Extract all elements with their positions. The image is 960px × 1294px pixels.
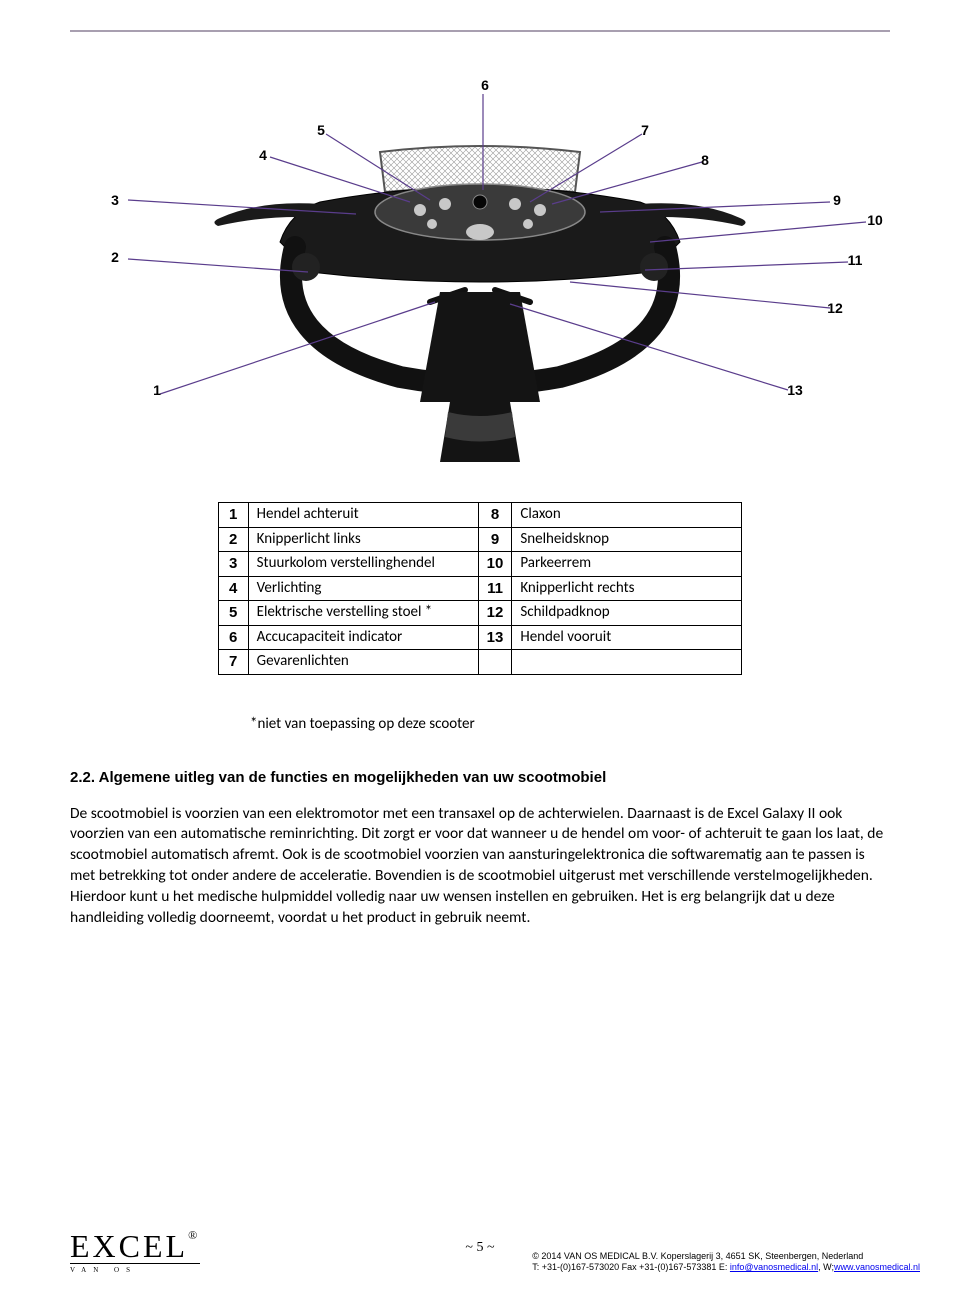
legend-label: Schildpadknop [512,601,742,626]
legend-num: 13 [478,625,512,650]
legend-label [512,650,742,675]
legend-label: Elektrische verstelling stoel * [248,601,478,626]
callout-12: 12 [820,300,850,316]
legend-row: 6Accucapaciteit indicator13Hendel voorui… [218,625,742,650]
footer-line1: © 2014 VAN OS MEDICAL B.V. Koperslagerij… [532,1251,920,1263]
legend-num: 10 [478,552,512,577]
callout-2: 2 [100,249,130,265]
legend-num: 5 [218,601,248,626]
callout-5: 5 [306,122,336,138]
callout-1: 1 [142,382,172,398]
legend-label: Parkeerrem [512,552,742,577]
callout-13: 13 [780,382,810,398]
legend-row: 1Hendel achteruit8Claxon [218,503,742,528]
legend-num: 3 [218,552,248,577]
callout-8: 8 [690,152,720,168]
section-paragraph: De scootmobiel is voorzien van een elekt… [70,804,890,930]
legend-num: 7 [218,650,248,675]
scooter-illustration [70,42,890,472]
legend-row: 3Stuurkolom verstellinghendel10Parkeerre… [218,552,742,577]
callout-7: 7 [630,122,660,138]
legend-num: 12 [478,601,512,626]
legend-label: Claxon [512,503,742,528]
legend-num: 4 [218,576,248,601]
registered-icon: ® [188,1228,200,1242]
footer-website-link[interactable]: www.vanosmedical.nl [834,1262,920,1272]
legend-row: 5Elektrische verstelling stoel *12Schild… [218,601,742,626]
footer-logo: EXCEL® VAN OS [70,1228,200,1274]
legend-label: Hendel achteruit [248,503,478,528]
legend-num: 9 [478,527,512,552]
callout-11: 11 [840,252,870,268]
top-rule [70,30,890,32]
legend-row: 7Gevarenlichten [218,650,742,675]
legend-num: 11 [478,576,512,601]
callout-3: 3 [100,192,130,208]
legend-num [478,650,512,675]
legend-num: 6 [218,625,248,650]
footer-email-link[interactable]: info@vanosmedical.nl [730,1262,818,1272]
legend-num: 8 [478,503,512,528]
legend-label: Knipperlicht links [248,527,478,552]
legend-footnote: *niet van toepassing op deze scooter [210,715,750,733]
legend-label: Gevarenlichten [248,650,478,675]
callout-9: 9 [822,192,852,208]
logo-text: EXCEL [70,1228,188,1264]
footer-line2: T: +31-(0)167-573020 Fax +31-(0)167-5733… [532,1262,920,1274]
legend-label: Hendel vooruit [512,625,742,650]
legend-label: Knipperlicht rechts [512,576,742,601]
logo-subtext: VAN OS [70,1263,200,1274]
legend-label: Verlichting [248,576,478,601]
scooter-diagram: 1 2 3 4 5 6 7 8 9 10 11 12 13 [70,42,890,472]
legend-table: 1Hendel achteruit8Claxon2Knipperlicht li… [218,502,743,675]
legend-label: Stuurkolom verstellinghendel [248,552,478,577]
section-heading: 2.2. Algemene uitleg van de functies en … [70,769,890,786]
callout-10: 10 [860,212,890,228]
footer-contact: © 2014 VAN OS MEDICAL B.V. Koperslagerij… [532,1251,920,1274]
callout-6: 6 [470,77,500,93]
legend-wrapper: 1Hendel achteruit8Claxon2Knipperlicht li… [210,502,750,733]
footer: EXCEL® VAN OS © 2014 VAN OS MEDICAL B.V.… [70,1228,920,1274]
legend-num: 1 [218,503,248,528]
footer-line2-mid: , W; [818,1262,834,1272]
legend-num: 2 [218,527,248,552]
footer-line2-prefix: T: +31-(0)167-573020 Fax +31-(0)167-5733… [532,1262,730,1272]
callout-4: 4 [248,147,278,163]
legend-label: Snelheidsknop [512,527,742,552]
legend-label: Accucapaciteit indicator [248,625,478,650]
legend-row: 4Verlichting11Knipperlicht rechts [218,576,742,601]
legend-row: 2Knipperlicht links9Snelheidsknop [218,527,742,552]
